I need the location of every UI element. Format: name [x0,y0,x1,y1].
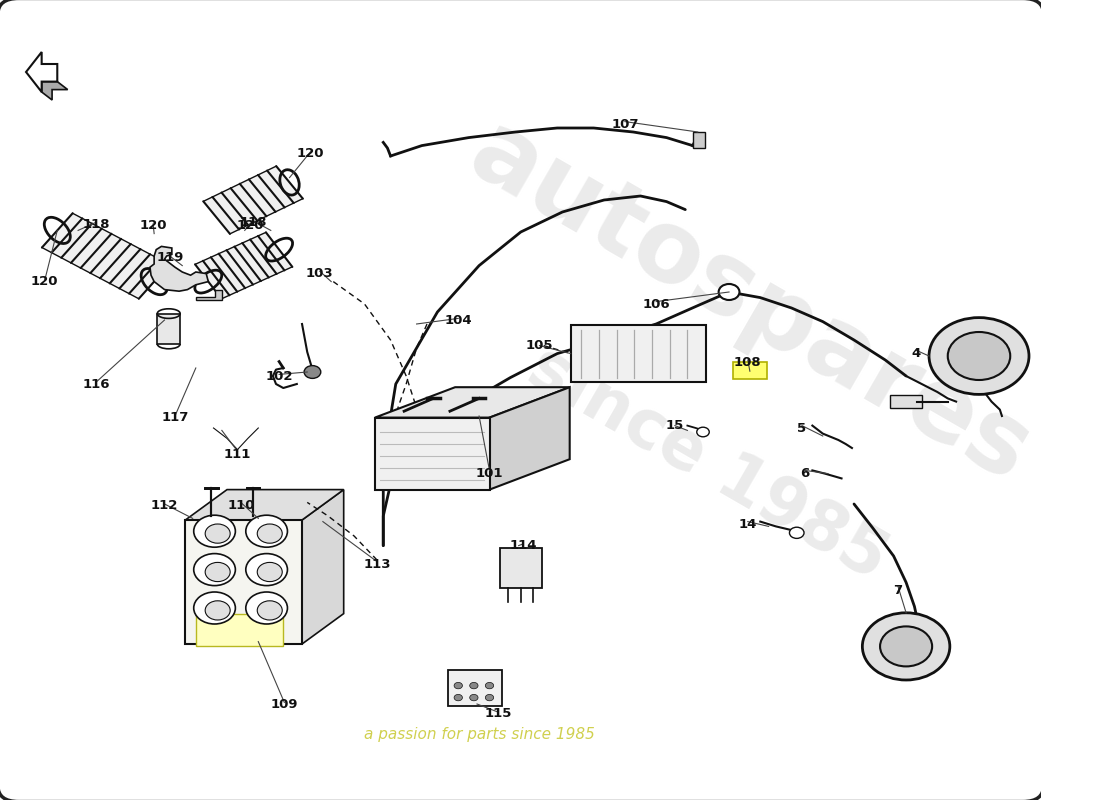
Text: 109: 109 [271,698,298,710]
Text: 111: 111 [223,448,251,461]
FancyBboxPatch shape [734,362,767,379]
Text: 118: 118 [82,218,110,230]
Circle shape [454,682,462,689]
Text: 15: 15 [666,419,684,432]
Text: 14: 14 [738,518,757,530]
Circle shape [304,366,321,378]
Text: 107: 107 [612,118,639,130]
Circle shape [257,601,283,620]
Polygon shape [490,387,570,490]
Circle shape [948,332,1010,380]
Polygon shape [204,166,302,234]
Bar [499,548,541,588]
Text: 108: 108 [734,356,761,369]
Bar [891,395,922,408]
Text: 102: 102 [265,370,293,382]
Text: 101: 101 [476,467,504,480]
Text: 110: 110 [228,499,255,512]
Text: 7: 7 [893,584,902,597]
Circle shape [470,682,478,689]
Bar [693,132,705,148]
Bar [571,325,706,382]
Text: 120: 120 [297,147,324,160]
Bar [157,314,180,344]
Text: a passion for parts since 1985: a passion for parts since 1985 [364,727,594,742]
Circle shape [454,694,462,701]
Text: 4: 4 [912,347,921,360]
Circle shape [206,601,230,620]
Circle shape [257,524,283,543]
Text: autospares: autospares [453,105,1047,503]
Text: 119: 119 [156,251,184,264]
Text: 113: 113 [363,558,390,570]
Text: 103: 103 [306,267,333,280]
Text: 104: 104 [444,314,472,326]
Polygon shape [195,232,293,299]
Text: 120: 120 [236,219,264,232]
Bar [448,670,502,706]
Polygon shape [26,52,57,92]
Circle shape [930,318,1028,394]
Text: 6: 6 [801,467,810,480]
Bar [196,614,284,646]
Circle shape [194,554,235,586]
Circle shape [470,694,478,701]
Circle shape [257,562,283,582]
FancyBboxPatch shape [0,0,1044,800]
Circle shape [194,515,235,547]
Text: 114: 114 [509,539,537,552]
Circle shape [194,592,235,624]
Polygon shape [42,214,169,298]
Text: 120: 120 [140,219,167,232]
Circle shape [485,682,494,689]
Text: 105: 105 [526,339,553,352]
Circle shape [790,527,804,538]
Circle shape [206,524,230,543]
Text: 112: 112 [151,499,178,512]
Polygon shape [42,82,68,100]
Circle shape [485,694,494,701]
Text: 115: 115 [484,707,512,720]
Circle shape [245,592,287,624]
Text: 118: 118 [240,216,267,229]
Polygon shape [186,490,343,520]
Circle shape [696,427,710,437]
Polygon shape [196,290,222,300]
Text: since 1985: since 1985 [517,334,900,594]
Text: 117: 117 [162,411,189,424]
Circle shape [718,284,739,300]
Text: 5: 5 [798,422,806,434]
Polygon shape [302,490,343,644]
Circle shape [245,554,287,586]
Text: 106: 106 [642,298,670,310]
Bar [375,418,490,490]
Circle shape [880,626,932,666]
Circle shape [862,613,949,680]
Polygon shape [150,246,208,291]
Polygon shape [375,387,570,418]
Bar [186,520,302,644]
Text: 120: 120 [31,275,58,288]
Text: 116: 116 [82,378,110,390]
Circle shape [206,562,230,582]
Circle shape [245,515,287,547]
